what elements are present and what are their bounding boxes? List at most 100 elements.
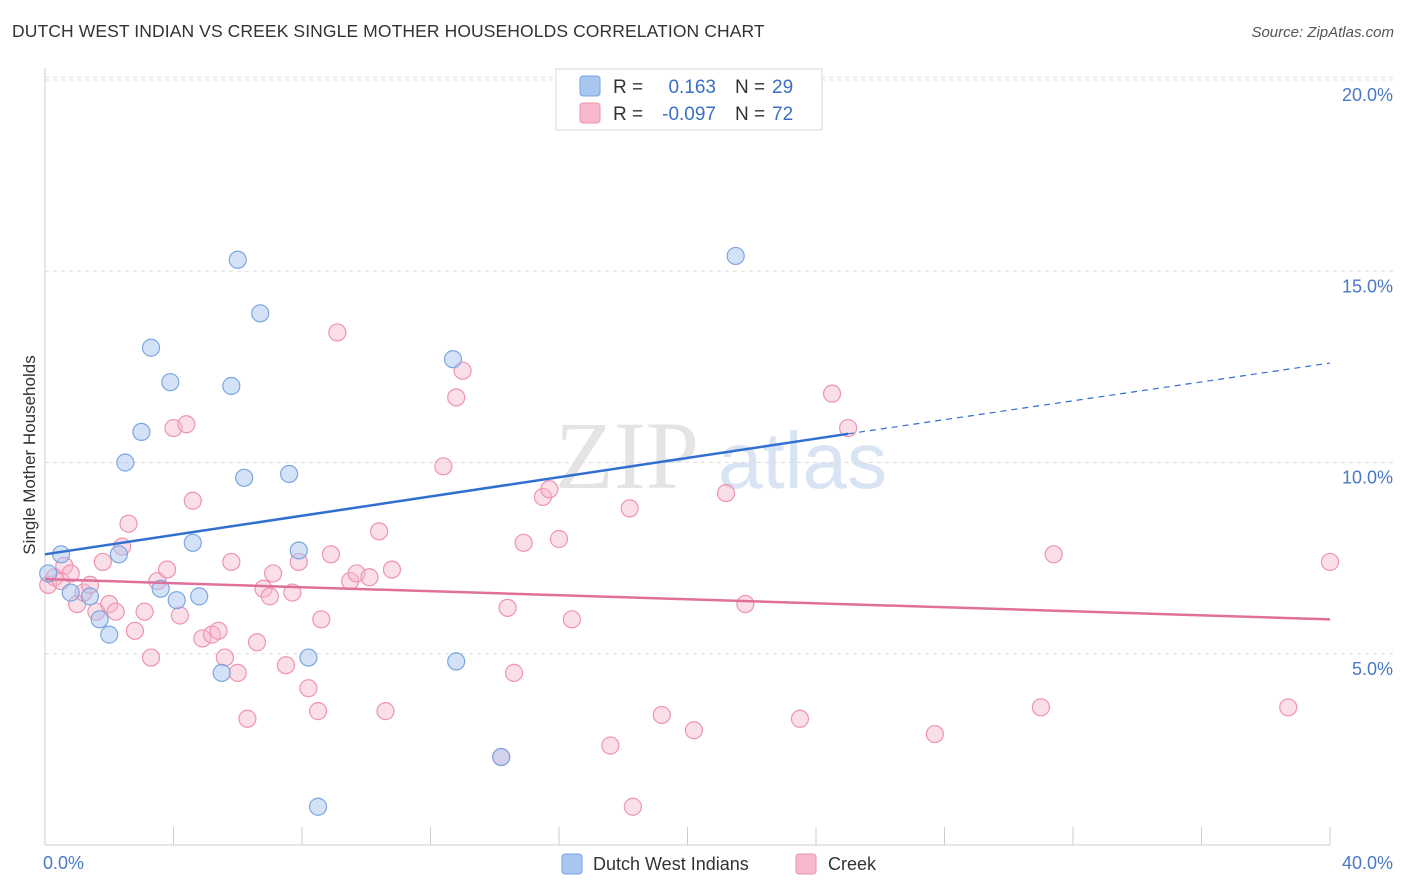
dutch-west-indians-point-23 <box>299 648 318 667</box>
tick-labels: 5.0% 10.0% 15.0% 20.0% 0.0% 40.0% <box>43 85 1393 873</box>
dutch-west-indians-point-2 <box>51 545 71 564</box>
creek-point-65 <box>716 484 736 503</box>
creek-point-34 <box>263 564 283 583</box>
creek-point-41 <box>321 545 341 564</box>
dutch-west-indians-point-21 <box>280 464 299 484</box>
dutch-west-indians-point-26 <box>447 652 466 671</box>
dutch-west-indians-point-28 <box>726 246 745 266</box>
dutch-west-indians-points <box>39 246 745 816</box>
dutch-west-indians-point-24 <box>308 797 328 816</box>
legend-r-value-2: -0.097 <box>662 104 716 125</box>
dutch-west-indians-point-4 <box>80 587 100 606</box>
y-tick-label-1: 5.0% <box>1352 659 1393 679</box>
creek-point-72 <box>1044 545 1063 564</box>
dutch-west-indians-point-10 <box>141 338 161 357</box>
chart-title: DUTCH WEST INDIAN VS CREEK SINGLE MOTHER… <box>12 21 765 41</box>
creek-point-24 <box>193 629 212 648</box>
stats-legend: R = 0.163 N = 29 R = -0.097 N = 72 <box>555 68 823 131</box>
dutch-west-indians-point-12 <box>161 373 180 392</box>
dutch-west-indians-point-22 <box>289 541 308 560</box>
dutch-west-indians-point-8 <box>116 453 135 472</box>
dutch-west-indians-point-20 <box>251 304 270 323</box>
gridlines <box>45 76 1395 655</box>
dutch-west-indians-point-27 <box>492 747 511 767</box>
legend-swatch-blue <box>579 75 601 97</box>
creek-point-42 <box>328 323 347 342</box>
axes <box>44 68 1331 846</box>
dutch-west-indians-point-18 <box>228 250 247 269</box>
series-legend-swatch-pink <box>795 853 817 875</box>
dutch-west-indians-point-9 <box>132 422 151 441</box>
creek-point-46 <box>370 522 389 541</box>
legend-swatch-pink <box>579 102 601 124</box>
dutch-west-indians-point-25 <box>443 350 463 369</box>
creek-point-5 <box>61 564 80 583</box>
creek-point-50 <box>447 388 466 407</box>
dutch-west-indians-point-17 <box>222 376 241 396</box>
creek-point-23 <box>183 491 202 510</box>
creek-point-28 <box>222 552 241 572</box>
creek-point-38 <box>299 679 318 698</box>
creek-point-73 <box>1279 698 1298 717</box>
creek-point-71 <box>1031 698 1050 717</box>
creek-point-67 <box>790 709 810 728</box>
x-tick-label-max: 40.0% <box>1342 853 1393 873</box>
dutch-west-indians-trend-extension <box>848 362 1331 435</box>
creek-point-63 <box>652 705 671 725</box>
dutch-west-indians-point-1 <box>39 564 58 583</box>
source-credit: Source: ZipAtlas.com <box>1251 24 1394 41</box>
series-legend: Dutch West Indians Creek <box>561 853 877 875</box>
legend-r-label-1: R = <box>613 77 643 98</box>
y-tick-label-4: 20.0% <box>1342 85 1393 105</box>
creek-point-21 <box>170 606 190 625</box>
dutch-west-indians-point-3 <box>61 583 80 602</box>
series-legend-label-blue: Dutch West Indians <box>593 854 749 874</box>
creek-point-53 <box>498 598 517 617</box>
creek-point-36 <box>283 583 302 602</box>
dutch-west-indians-point-14 <box>183 533 202 552</box>
creek-point-64 <box>684 721 704 740</box>
legend-r-value-1: 0.163 <box>668 77 716 98</box>
creek-point-17 <box>141 648 161 667</box>
creek-point-49 <box>434 457 453 476</box>
creek-point-69 <box>839 418 858 438</box>
creek-point-59 <box>562 610 581 629</box>
creek-point-29 <box>228 663 247 682</box>
creek-points <box>39 323 1340 816</box>
dutch-west-indians-trend-line <box>44 432 849 556</box>
creek-point-31 <box>247 633 267 652</box>
y-tick-label-3: 15.0% <box>1342 276 1393 296</box>
creek-point-30 <box>238 709 257 728</box>
creek-point-48 <box>382 560 402 579</box>
creek-point-22 <box>177 415 196 434</box>
series-legend-swatch-blue <box>561 853 583 875</box>
legend-n-value-2: 72 <box>772 104 793 125</box>
creek-point-10 <box>93 552 112 572</box>
legend-n-label-2: N = <box>735 104 765 125</box>
dutch-west-indians-point-13 <box>167 591 186 610</box>
watermark-zip: ZIP <box>555 402 699 509</box>
creek-point-12 <box>106 602 125 621</box>
creek-point-61 <box>620 499 639 518</box>
dutch-west-indians-point-19 <box>235 468 254 487</box>
creek-point-58 <box>549 529 569 549</box>
x-tick-label-min: 0.0% <box>43 853 84 873</box>
dutch-west-indians-point-5 <box>90 610 109 629</box>
dutch-west-indians-point-7 <box>109 545 128 564</box>
creek-point-66 <box>736 594 755 614</box>
creek-point-62 <box>623 797 642 816</box>
y-tick-label-2: 10.0% <box>1342 468 1393 488</box>
y-axis-label: Single Mother Households <box>20 355 39 554</box>
dutch-west-indians-point-15 <box>190 587 209 606</box>
watermark-atlas: atlas <box>718 416 887 505</box>
creek-point-70 <box>925 724 944 744</box>
creek-point-15 <box>125 621 145 640</box>
creek-point-45 <box>360 568 379 587</box>
creek-point-14 <box>119 514 138 533</box>
legend-n-value-1: 29 <box>772 77 793 98</box>
creek-point-33 <box>260 587 279 606</box>
dutch-west-indians-point-16 <box>212 663 231 682</box>
creek-point-57 <box>540 480 559 499</box>
creek-point-74 <box>1320 552 1340 572</box>
